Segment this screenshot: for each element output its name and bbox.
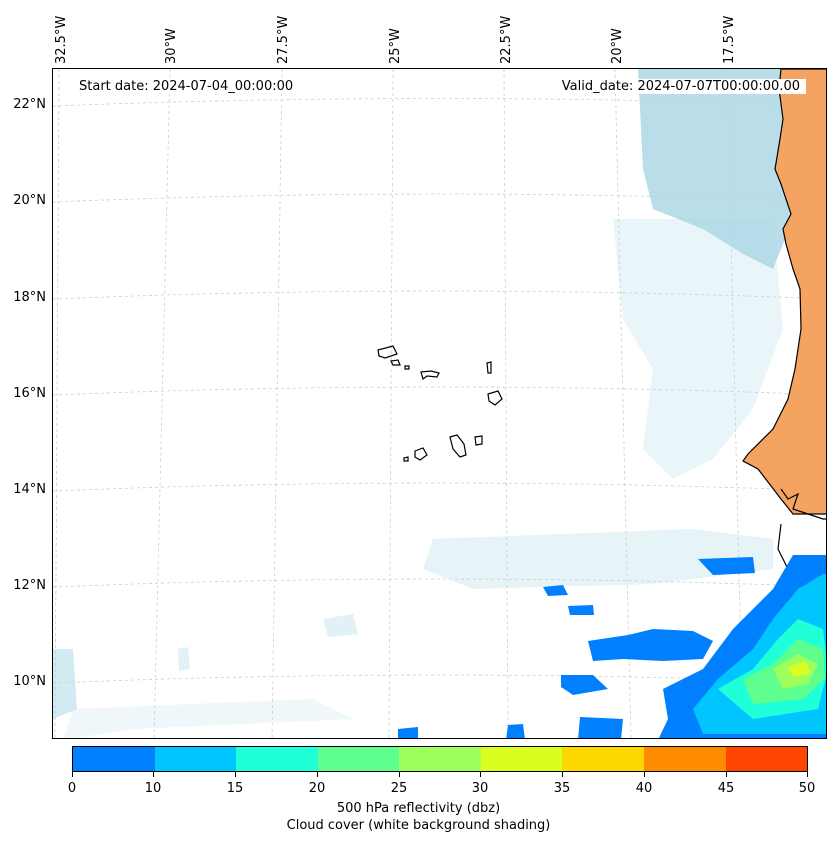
cloud-coast-band	[613, 219, 783, 479]
colorbar-seg-4	[399, 747, 481, 771]
cloud-scatter-2	[178, 647, 190, 671]
colorbar-seg-2	[236, 747, 318, 771]
colorbar-title: 500 hPa reflectivity (dbz)	[336, 801, 501, 816]
colorbar-tick-50	[807, 772, 808, 777]
colorbar-label-30: 30	[471, 781, 489, 796]
refl-south-edge-3	[578, 717, 623, 738]
island-santiago	[449, 434, 467, 458]
colorbar-seg-8	[725, 747, 808, 771]
colorbar-seg-3	[317, 747, 400, 771]
refl-storm-core-35	[788, 661, 811, 677]
colorbar-tick-40	[644, 772, 645, 777]
cloud-south-band	[63, 699, 353, 738]
cape-verde-islands	[377, 345, 503, 462]
colorbar-label-35: 35	[553, 781, 571, 796]
lon-label-30w: 30°W	[164, 28, 179, 64]
colorbar-label-40: 40	[635, 781, 653, 796]
island-santo-antao	[377, 345, 398, 359]
lat-label-12n: 12°N	[13, 578, 46, 593]
island-fogo	[414, 447, 428, 461]
gridline-lat-16n	[53, 386, 826, 396]
colorbar	[72, 746, 808, 772]
island-santa-luzia	[404, 365, 410, 370]
colorbar-label-15: 15	[226, 781, 244, 796]
island-sao-nicolau	[420, 370, 440, 381]
gridline-lat-14n	[53, 482, 826, 492]
cloud-mid-band	[423, 529, 773, 589]
reflectivity-field	[398, 555, 826, 738]
colorbar-tick-15	[235, 772, 236, 777]
refl-south-edge-2	[506, 724, 525, 738]
cloud-north-mass	[638, 69, 793, 269]
lat-label-22n: 22°N	[13, 97, 46, 112]
colorbar-label-0: 0	[67, 781, 77, 796]
gridline-lat-18n	[53, 290, 826, 300]
colorbar-label-10: 10	[144, 781, 162, 796]
colorbar-seg-7	[643, 747, 726, 771]
africa-land	[742, 69, 826, 515]
colorbar-tick-20	[317, 772, 318, 777]
colorbar-tick-35	[562, 772, 563, 777]
lon-label-22-5w: 22.5°W	[499, 15, 514, 64]
lat-label-10n: 10°N	[13, 674, 46, 689]
refl-cell-11-4n	[568, 605, 594, 615]
gridline-lat-20n	[53, 193, 826, 203]
colorbar-label-20: 20	[308, 781, 326, 796]
colorbar-tick-0	[72, 772, 73, 777]
lon-label-32-5w: 32.5°W	[54, 15, 69, 64]
lat-label-18n: 18°N	[13, 290, 46, 305]
colorbar-tick-30	[480, 772, 481, 777]
colorbar-tick-25	[399, 772, 400, 777]
colorbar-subtitle: Cloud cover (white background shading)	[286, 818, 551, 833]
lon-label-20w: 20°W	[610, 28, 625, 64]
cloud-cover	[53, 69, 793, 738]
lat-label-20n: 20°N	[13, 193, 46, 208]
colorbar-label-45: 45	[717, 781, 735, 796]
map-canvas	[53, 69, 826, 738]
refl-cell-11-7n	[543, 585, 568, 596]
valid-date-label: Valid_date: 2024-07-07T00:00:00.00	[555, 79, 806, 94]
gridline-lat-12n	[53, 578, 826, 588]
cloud-west-strip	[53, 649, 77, 719]
gridline-lon-27-5w	[271, 69, 283, 738]
colorbar-seg-1	[154, 747, 237, 771]
colorbar-label-25: 25	[390, 781, 408, 796]
refl-band-10-5n	[588, 629, 713, 661]
island-brava	[403, 456, 409, 462]
gridline-lat-10n	[53, 674, 826, 684]
colorbar-seg-6	[562, 747, 644, 771]
island-sao-vicente	[390, 359, 401, 366]
gridline-lat-22n	[53, 98, 826, 107]
lon-label-27-5w: 27.5°W	[276, 15, 291, 64]
refl-cell-10n	[561, 675, 608, 695]
refl-south-edge	[398, 727, 418, 738]
start-date-label: Start date: 2024-07-04_00:00:00	[73, 79, 300, 94]
gridline-lon-22-5w	[503, 69, 509, 738]
gridline-lon-20w	[614, 69, 632, 738]
colorbar-tick-10	[153, 772, 154, 777]
island-boa-vista	[487, 390, 503, 406]
lat-label-16n: 16°N	[13, 386, 46, 401]
lat-label-14n: 14°N	[13, 482, 46, 497]
island-maio	[474, 435, 483, 446]
island-sal	[486, 361, 492, 374]
cloud-scatter-1	[323, 614, 358, 637]
colorbar-seg-0	[73, 747, 155, 771]
refl-cell-12n	[698, 557, 755, 575]
coastline-guinea-bissau	[780, 488, 826, 520]
gridline-lon-30w	[153, 69, 171, 738]
map-frame[interactable]: Start date: 2024-07-04_00:00:00 Valid_da…	[52, 68, 827, 739]
colorbar-seg-5	[480, 747, 563, 771]
gridline-lon-25w	[388, 69, 394, 738]
lon-label-17-5w: 17.5°W	[722, 15, 737, 64]
colorbar-tick-45	[726, 772, 727, 777]
colorbar-label-50: 50	[798, 781, 816, 796]
lon-label-25w: 25°W	[388, 28, 403, 64]
gridline-lon-32-5w	[54, 69, 60, 738]
